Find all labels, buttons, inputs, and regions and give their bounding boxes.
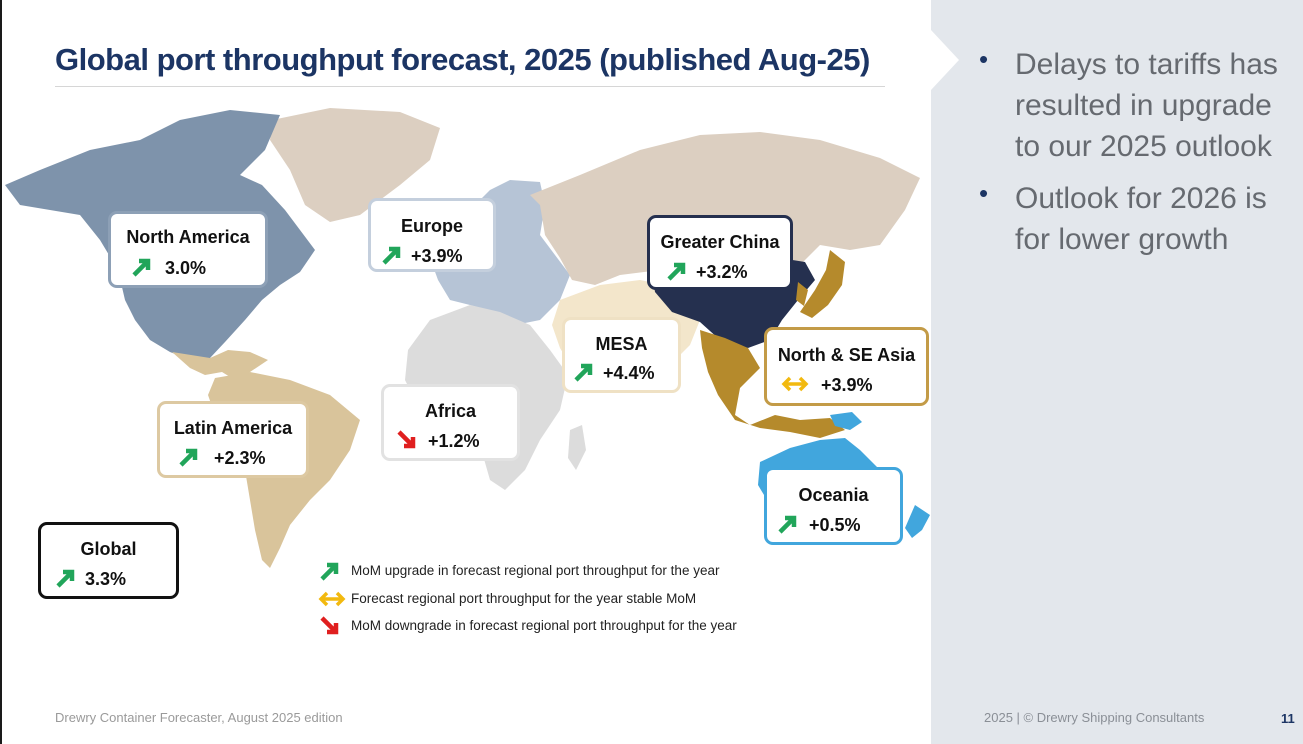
- region-value: +4.4%: [603, 363, 655, 383]
- footer-copyright: 2025 | © Drewry Shipping Consultants: [984, 710, 1205, 725]
- bullet-text: Outlook for 2026 is for lower growth: [1015, 182, 1267, 256]
- region-name: Europe: [400, 216, 463, 236]
- region-value: 3.3%: [85, 569, 127, 589]
- region-name: Oceania: [798, 485, 869, 505]
- region-box-mesa: MESA +4.4%: [562, 317, 681, 393]
- side-panel: [931, 0, 1303, 744]
- region-value: +1.2%: [428, 431, 480, 451]
- region-value: +2.3%: [214, 448, 266, 468]
- slide-title: Global port throughput forecast, 2025 (p…: [55, 42, 870, 77]
- region-box-africa: Africa +1.2%: [381, 384, 520, 461]
- up-arrow-icon: [778, 515, 797, 534]
- stable-arrow-icon: [318, 591, 346, 607]
- up-arrow-icon: [132, 258, 151, 277]
- page-number: 11: [1281, 711, 1295, 726]
- bullet-text: Delays to tariffs has resulted in upgrad…: [1015, 48, 1278, 163]
- left-border: [0, 0, 2, 744]
- up-arrow-icon: [382, 246, 401, 265]
- map-japan: [800, 250, 845, 318]
- map-greenland: [270, 108, 440, 222]
- map-korea: [796, 282, 808, 306]
- region-name: MESA: [595, 334, 648, 354]
- map-central-america: [172, 350, 268, 380]
- region-box-latin-america: Latin America +2.3%: [157, 401, 309, 478]
- up-arrow-icon: [320, 562, 339, 581]
- up-arrow-icon: [179, 448, 198, 467]
- footer-source: Drewry Container Forecaster, August 2025…: [55, 710, 343, 725]
- bullet-dot-icon: •: [979, 44, 989, 74]
- region-name: Latin America: [173, 418, 293, 438]
- down-arrow-icon: [320, 616, 339, 635]
- region-box-oceania: Oceania +0.5%: [764, 467, 903, 545]
- map-madagascar: [568, 425, 586, 470]
- up-arrow-icon: [667, 262, 686, 281]
- region-box-north-america: North America 3.0%: [108, 211, 268, 288]
- map-russia: [530, 132, 920, 285]
- region-name: North America: [126, 227, 250, 247]
- legend-item-downgrade: MoM downgrade in forecast regional port …: [318, 615, 788, 635]
- region-name: Global: [80, 539, 137, 559]
- panel-notch: [931, 30, 959, 90]
- legend-text: Forecast regional port throughput for th…: [351, 591, 697, 606]
- region-box-north-se-asia: North & SE Asia +3.9%: [764, 327, 929, 406]
- region-name: Africa: [424, 401, 477, 421]
- up-arrow-icon: [574, 363, 593, 382]
- up-arrow-icon: [56, 569, 75, 588]
- map-se-asia: [700, 330, 845, 438]
- legend-text: MoM upgrade in forecast regional port th…: [351, 563, 720, 578]
- map-new-zealand: [905, 505, 930, 538]
- region-box-greater-china: Greater China +3.2%: [647, 215, 793, 290]
- region-value: 3.0%: [165, 258, 207, 278]
- title-divider: [55, 86, 885, 87]
- legend-text: MoM downgrade in forecast regional port …: [351, 618, 737, 633]
- down-arrow-icon: [397, 430, 416, 449]
- region-value: +3.9%: [411, 246, 463, 266]
- bullet-dot-icon: •: [979, 178, 989, 208]
- region-name: Greater China: [660, 232, 780, 252]
- stable-arrow-icon: [781, 376, 809, 392]
- region-box-europe: Europe +3.9%: [368, 198, 496, 272]
- region-box-global: Global 3.3%: [38, 522, 179, 599]
- region-value: +3.2%: [696, 262, 748, 282]
- map-png: [830, 412, 862, 430]
- region-value: +0.5%: [809, 515, 861, 535]
- legend-item-upgrade: MoM upgrade in forecast regional port th…: [318, 560, 788, 581]
- region-name: North & SE Asia: [777, 345, 916, 365]
- region-value: +3.9%: [821, 375, 873, 395]
- legend-item-stable: Forecast regional port throughput for th…: [318, 588, 788, 608]
